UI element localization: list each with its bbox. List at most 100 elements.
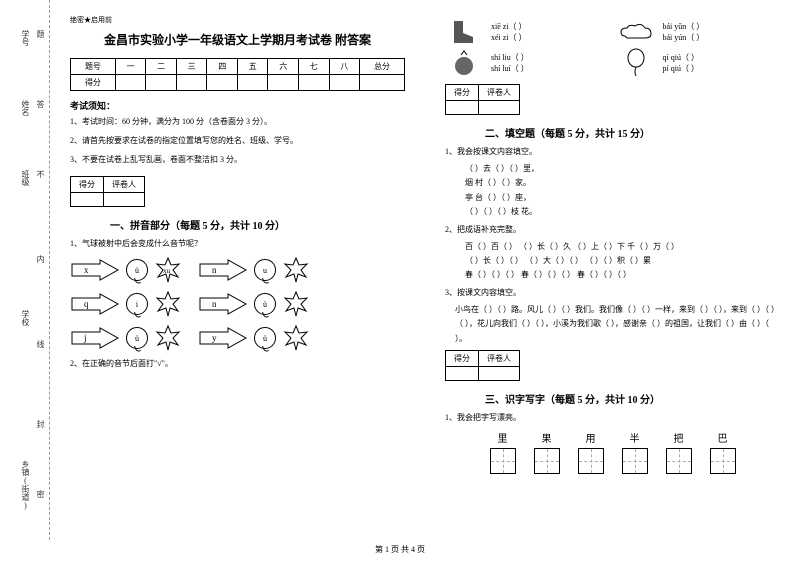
pinyin-text: pí qiú（ ）: [663, 63, 781, 74]
section-3-title: 三、识字写字（每题 5 分，共计 10 分）: [485, 391, 780, 406]
char-cell: 里: [490, 430, 516, 474]
fill-blank: （ ）去（ ）（ ）里， 烟 村（ ）（ ）家。 亭 台（ ）（ ）座， （ ）…: [445, 162, 780, 220]
pinyin-text: shí liu（ ）: [491, 52, 609, 63]
question-1: 1、气球被射中后会变成什么音节呢？: [70, 238, 405, 250]
line: 烟 村（ ）（ ）家。: [465, 176, 780, 190]
th: 三: [176, 59, 207, 75]
pinyin-text: shí luí（ ）: [491, 63, 609, 74]
svg-text:xu: xu: [163, 267, 171, 275]
svg-text:n: n: [212, 299, 217, 309]
th: 一: [115, 59, 146, 75]
star-icon: xu: [154, 256, 182, 284]
pinyin-text: xéi zi（ ）: [491, 32, 609, 43]
grader-box: 得分 评卷人: [445, 350, 520, 381]
pinyin-choice: xiē zi（ ）xéi zi（ ） bái yǔn（ ）bái yún（ ）: [445, 18, 780, 46]
th: 五: [237, 59, 268, 75]
th: 六: [268, 59, 299, 75]
margin-dash: 不: [35, 170, 46, 178]
char-cell: 半: [622, 430, 648, 474]
char: 用: [578, 430, 604, 445]
th: 题号: [71, 59, 116, 75]
td: 评卷人: [104, 177, 145, 193]
confidential-tag: 绝密★启用前: [70, 15, 405, 25]
margin-label: 学校: [20, 310, 31, 326]
margin-dash: 封: [35, 420, 46, 428]
question: 2、把成语补充完整。: [445, 224, 780, 236]
line: 春（ ）（ ）（ ） 春（ ）（ ）（ ） 春（ ）（ ）（ ）: [465, 268, 780, 282]
svg-text:y: y: [212, 333, 217, 343]
balloon-icon: ü: [126, 327, 148, 349]
fill-blank: 小鸟在（ ）（ ）路。风儿（ ）（ ）我们。我们像（ ）（ ）一样，来到（ ）（…: [445, 303, 780, 346]
section-1-title: 一、拼音部分（每题 5 分，共计 10 分）: [110, 217, 405, 232]
balloon-icon: [617, 49, 655, 77]
td: 得分: [71, 75, 116, 91]
left-column: 绝密★启用前 金昌市实验小学一年级语文上学期月考试卷 附答案 题号 一 二 三 …: [50, 0, 425, 540]
margin-dash: 密: [35, 490, 46, 498]
table-row: 题号 一 二 三 四 五 六 七 八 总分: [71, 59, 405, 75]
tian-box: [578, 448, 604, 474]
star-icon: [154, 290, 182, 318]
question: 3、按课文内容填空。: [445, 287, 780, 299]
td: 得分: [446, 350, 479, 366]
svg-text:q: q: [84, 299, 89, 309]
char-cell: 巴: [710, 430, 736, 474]
pinyin-text: qì qiú（ ）: [663, 52, 781, 63]
arrow-icon: y: [198, 326, 248, 350]
tian-box: [490, 448, 516, 474]
grader-box: 得分 评卷人: [445, 84, 520, 115]
arrow-icon: n: [198, 292, 248, 316]
margin-label: 乡镇(街道): [20, 460, 31, 510]
margin-label: 学号: [20, 30, 31, 46]
svg-text:n: n: [212, 265, 217, 275]
score-table: 题号 一 二 三 四 五 六 七 八 总分 得分: [70, 58, 405, 91]
balloon-icon: ü: [254, 327, 276, 349]
section-2-title: 二、填空题（每题 5 分，共计 15 分）: [485, 125, 780, 140]
margin-label: 姓名: [20, 100, 31, 116]
pomegranate-icon: [445, 49, 483, 77]
pinyin-text: xiē zi（ ）: [491, 21, 609, 32]
th: 八: [329, 59, 360, 75]
char-cell: 果: [534, 430, 560, 474]
td: 得分: [71, 177, 104, 193]
svg-text:x: x: [84, 265, 89, 275]
margin-dash: 题: [35, 30, 46, 38]
grader-box: 得分 评卷人: [70, 176, 145, 207]
line: 亭 台（ ）（ ）座，: [465, 191, 780, 205]
fill-blank: 百（ ）百（ ） （ ）长（ ）久 （ ）上（ ）下 千（ ）万（ ） （ ）长…: [445, 240, 780, 283]
page-footer: 第 1 页 共 4 页: [0, 540, 800, 555]
pinyin-text: bái yún（ ）: [663, 32, 781, 43]
question: 1、我会把字写漂亮。: [445, 412, 780, 424]
tian-box: [710, 448, 736, 474]
balloon-icon: i: [126, 293, 148, 315]
td: 评卷人: [479, 350, 520, 366]
char: 里: [490, 430, 516, 445]
arrow-icon: x: [70, 258, 120, 282]
td: 得分: [446, 85, 479, 101]
question-2: 2、在正确的音节后面打"√"。: [70, 358, 405, 370]
char-cell: 用: [578, 430, 604, 474]
char-writing-grid: 里 果 用 半 把 巴: [445, 430, 780, 474]
balloon-icon: ü: [126, 259, 148, 281]
line: 百（ ）百（ ） （ ）长（ ）久 （ ）上（ ）下 千（ ）万（ ）: [465, 240, 780, 254]
star-icon: [282, 256, 310, 284]
binding-margin: 学号 题 姓名 答 班级 不 内 学校 线 封 乡镇(街道) 密: [0, 0, 50, 540]
th: 二: [146, 59, 177, 75]
pinyin-diagram-row: x ü xu n u: [70, 256, 405, 284]
page: 学号 题 姓名 答 班级 不 内 学校 线 封 乡镇(街道) 密 绝密★启用前 …: [0, 0, 800, 540]
instruction: 3、不要在试卷上乱写乱画，卷面不整洁扣 3 分。: [70, 154, 405, 167]
margin-dash: 答: [35, 100, 46, 108]
tian-box: [622, 448, 648, 474]
pinyin-diagram-row: j ü y ü: [70, 324, 405, 352]
char: 半: [622, 430, 648, 445]
line: （ ）去（ ）（ ）里，: [465, 162, 780, 176]
char: 果: [534, 430, 560, 445]
pinyin-text: bái yǔn（ ）: [663, 21, 781, 32]
instruction: 1、考试时间：60 分钟，满分为 100 分（含卷面分 3 分）。: [70, 116, 405, 129]
char: 巴: [710, 430, 736, 445]
line: （ ）长（ ）（ ） （ ）大（ ）（ ） （ ）（ ）积（ ）累: [465, 254, 780, 268]
pinyin-diagram-row: q i n ü: [70, 290, 405, 318]
margin-dash: 内: [35, 255, 46, 263]
star-icon: [282, 324, 310, 352]
instruction: 2、请首先按要求在试卷的指定位置填写您的姓名、班级、学号。: [70, 135, 405, 148]
char: 把: [666, 430, 692, 445]
